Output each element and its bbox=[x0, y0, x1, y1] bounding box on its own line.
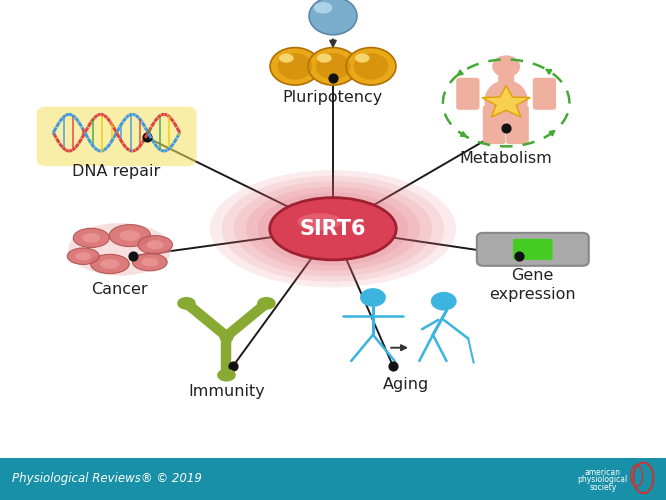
FancyBboxPatch shape bbox=[498, 64, 514, 82]
Ellipse shape bbox=[354, 53, 388, 80]
Ellipse shape bbox=[210, 170, 456, 288]
Ellipse shape bbox=[485, 80, 528, 121]
Ellipse shape bbox=[91, 254, 129, 274]
Ellipse shape bbox=[177, 297, 196, 310]
Ellipse shape bbox=[492, 56, 520, 78]
Ellipse shape bbox=[257, 297, 276, 310]
Ellipse shape bbox=[355, 54, 370, 62]
Ellipse shape bbox=[270, 48, 320, 85]
Text: Metabolism: Metabolism bbox=[460, 151, 553, 166]
Ellipse shape bbox=[67, 248, 99, 264]
Ellipse shape bbox=[316, 53, 350, 80]
Ellipse shape bbox=[234, 181, 432, 276]
Ellipse shape bbox=[217, 368, 236, 382]
Ellipse shape bbox=[270, 198, 396, 260]
FancyBboxPatch shape bbox=[513, 239, 553, 260]
Point bbox=[514, 252, 525, 260]
Text: Aging: Aging bbox=[383, 376, 430, 392]
Ellipse shape bbox=[68, 223, 172, 276]
Ellipse shape bbox=[309, 0, 357, 35]
Ellipse shape bbox=[258, 192, 408, 266]
Point bbox=[501, 124, 511, 132]
Text: Immunity: Immunity bbox=[188, 384, 265, 400]
Text: Pluripotency: Pluripotency bbox=[283, 90, 383, 104]
Ellipse shape bbox=[308, 48, 358, 85]
Ellipse shape bbox=[73, 228, 109, 248]
Ellipse shape bbox=[278, 53, 312, 80]
Ellipse shape bbox=[133, 254, 167, 271]
Ellipse shape bbox=[100, 259, 119, 269]
FancyBboxPatch shape bbox=[477, 233, 589, 266]
Text: SIRT6: SIRT6 bbox=[300, 219, 366, 239]
Ellipse shape bbox=[75, 252, 91, 260]
Text: society: society bbox=[589, 483, 616, 492]
Ellipse shape bbox=[246, 186, 420, 271]
Ellipse shape bbox=[82, 233, 100, 242]
Text: Gene
expression: Gene expression bbox=[490, 268, 576, 302]
Text: physiological: physiological bbox=[577, 475, 628, 484]
Point bbox=[328, 74, 338, 82]
Ellipse shape bbox=[147, 240, 164, 250]
Point bbox=[221, 332, 232, 340]
FancyBboxPatch shape bbox=[456, 78, 480, 110]
Ellipse shape bbox=[119, 230, 140, 241]
Ellipse shape bbox=[138, 236, 172, 254]
Ellipse shape bbox=[317, 54, 332, 62]
Ellipse shape bbox=[109, 224, 151, 246]
Ellipse shape bbox=[431, 292, 457, 310]
Ellipse shape bbox=[141, 258, 159, 266]
FancyBboxPatch shape bbox=[483, 105, 505, 144]
Text: DNA repair: DNA repair bbox=[73, 164, 161, 179]
Point bbox=[141, 133, 152, 141]
FancyBboxPatch shape bbox=[37, 106, 196, 166]
FancyBboxPatch shape bbox=[533, 78, 556, 110]
Text: american: american bbox=[585, 468, 621, 477]
Text: Cancer: Cancer bbox=[91, 282, 149, 298]
FancyBboxPatch shape bbox=[506, 105, 529, 144]
Point bbox=[388, 362, 398, 370]
Polygon shape bbox=[482, 86, 530, 117]
Point bbox=[228, 362, 238, 370]
Text: Physiological Reviews® © 2019: Physiological Reviews® © 2019 bbox=[12, 472, 202, 485]
Point bbox=[128, 252, 139, 260]
Ellipse shape bbox=[360, 288, 386, 307]
Ellipse shape bbox=[222, 176, 444, 282]
Ellipse shape bbox=[314, 2, 332, 14]
Ellipse shape bbox=[346, 48, 396, 85]
Ellipse shape bbox=[298, 214, 342, 230]
Ellipse shape bbox=[279, 54, 294, 62]
